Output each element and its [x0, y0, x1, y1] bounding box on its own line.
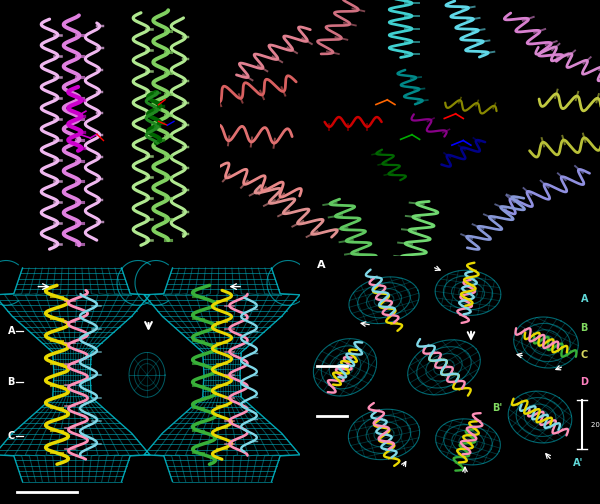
Text: A: A — [581, 294, 588, 304]
Text: B: B — [7, 377, 15, 387]
Text: C: C — [581, 350, 588, 360]
Text: B': B' — [492, 403, 502, 413]
Text: A: A — [317, 260, 325, 270]
Text: D: D — [581, 377, 589, 387]
Text: C: C — [7, 431, 15, 440]
Text: A: A — [7, 326, 15, 336]
Text: B: B — [581, 323, 588, 333]
Text: A': A' — [573, 458, 583, 468]
Text: 20 Å: 20 Å — [591, 421, 600, 428]
